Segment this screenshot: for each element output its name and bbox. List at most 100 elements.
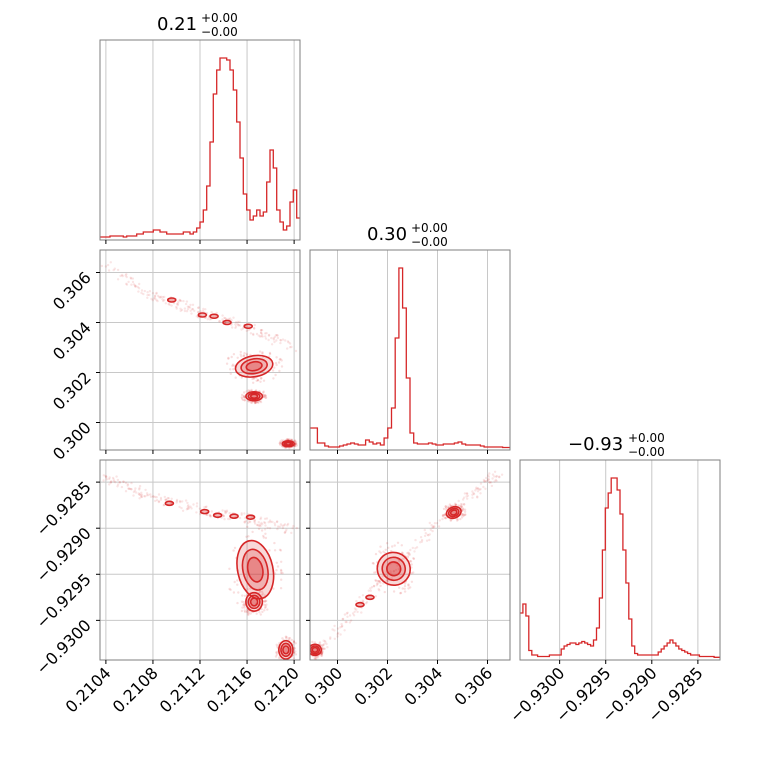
scatter-point [246,525,249,529]
scatter-point [275,650,278,654]
svg-text:+0.00: +0.00 [411,221,448,235]
scatter-point [257,521,260,524]
scatter-point [279,587,283,590]
scatter-point [168,299,172,302]
scatter-point [377,580,380,583]
scatter-point [107,269,111,272]
scatter-point [251,587,255,590]
scatter-point [307,650,309,652]
scatter-point [240,600,244,603]
x-tick-label: 0.302 [350,663,396,709]
scatter-point [428,521,431,525]
scatter-point [224,321,227,324]
scatter-point [314,657,318,660]
scatter-point [161,295,165,299]
scatter-point [472,492,475,495]
scatter-point [292,641,296,644]
scatter-point [288,447,291,450]
scatter-point [243,391,246,394]
scatter-point [125,275,128,279]
scatter-point [240,609,244,613]
scatter-point [398,586,401,589]
scatter-point [274,373,277,377]
scatter-point [278,358,282,361]
scatter-point [241,398,245,402]
scatter-point [262,600,265,603]
scatter-point [247,612,250,615]
scatter-point [494,478,497,482]
scatter-point [149,493,152,496]
scatter-point [475,486,478,489]
scatter-point [144,495,147,498]
scatter-point [241,327,245,330]
scatter-point [267,521,270,524]
scatter-point [486,479,489,482]
contour-inner [311,646,319,653]
scatter-point [294,442,297,445]
scatter-point [190,507,193,510]
scatter-point [487,478,490,481]
scatter-point [305,647,307,649]
scatter-point [433,525,436,528]
scatter-point [228,587,231,591]
scatter-point [367,589,370,592]
scatter-point [288,346,292,349]
scatter-point [344,620,347,624]
scatter-point [294,650,297,653]
scatter-point [129,276,132,279]
scatter-point [460,516,464,519]
scatter-point [356,610,359,614]
scatter-point [275,651,278,655]
scatter-point [275,339,278,342]
scatter-point [237,324,240,327]
scatter-point [265,332,268,335]
scatter-point [370,586,374,589]
scatter-point [264,394,267,397]
scatter-point [157,294,160,298]
scatter-point [403,590,407,593]
scatter-point [420,540,424,543]
scatter-point [385,542,389,545]
scatter-point [396,564,399,567]
scatter-point [278,441,281,445]
scatter-point [488,481,492,484]
scatter-point [491,477,494,480]
scatter-point [263,393,267,397]
scatter-point [206,318,209,321]
scatter-point [284,339,287,342]
scatter-point [287,637,290,640]
scatter-point [385,579,389,582]
scatter-point [253,401,257,404]
scatter-point [275,363,278,367]
scatter-point [400,544,403,547]
scatter-point [438,519,441,522]
panel-hist-2 [519,459,721,661]
scatter-point [461,513,465,516]
scatter-point [261,352,264,355]
scatter-point [146,291,149,294]
scatter-point [441,517,444,521]
scatter-point [262,379,266,382]
scatter-point [279,549,283,552]
scatter-point [140,491,143,494]
scatter-point [202,307,205,311]
scatter-point [195,315,198,318]
scatter-point [159,496,163,500]
scatter-point [318,642,321,645]
scatter-point [191,307,194,311]
scatter-point [372,584,376,588]
scatter-point [260,376,263,380]
scatter-point [242,354,245,358]
scatter-point [127,487,130,490]
scatter-point [364,602,368,605]
scatter-point [369,589,372,592]
scatter-point [318,641,322,644]
scatter-point [484,487,487,490]
scatter-point [229,372,232,375]
scatter-point [414,547,417,550]
scatter-point [311,640,314,644]
scatter-point [270,336,273,340]
scatter-point [195,502,199,505]
scatter-point [290,661,292,663]
scatter-point [320,652,324,656]
